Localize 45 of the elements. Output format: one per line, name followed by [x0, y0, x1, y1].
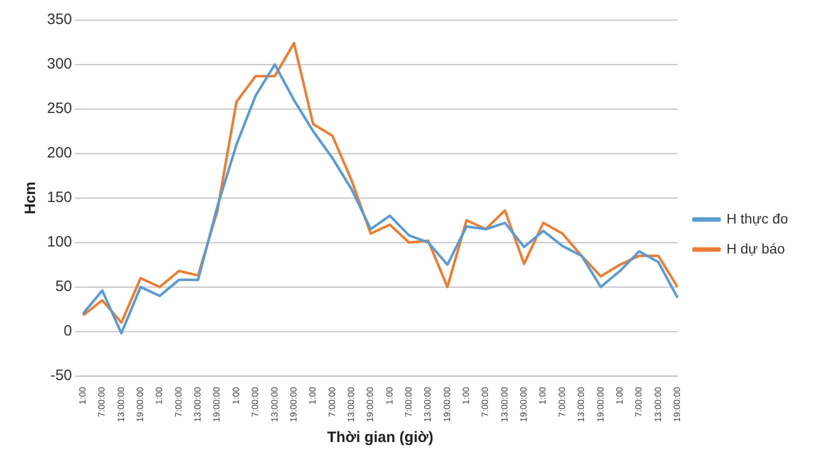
y-tick-label: 150 — [46, 189, 72, 206]
x-tick-label: 19:00:00 — [442, 386, 452, 422]
y-tick-label: 0 — [64, 322, 72, 340]
x-tick-label: 7:00:00 — [326, 386, 337, 417]
x-tick-label: 19:00:00 — [365, 386, 376, 422]
y-tick-label: 250 — [46, 100, 72, 118]
legend-label: H thực đo — [726, 210, 788, 226]
x-tick-label: 7:00:00 — [634, 386, 644, 417]
x-tick-label: 13:00:00 — [652, 386, 663, 422]
x-tick-label: 1:00 — [78, 386, 88, 404]
y-tick-label: 100 — [46, 234, 72, 251]
y-tick-label: 200 — [46, 144, 72, 162]
x-tick-label: 13:00:00 — [192, 386, 203, 422]
x-axis-title: Thời gian (giờ) — [327, 429, 434, 446]
x-tick-label: 1:00 — [230, 386, 241, 404]
x-tick-label: 1:00 — [461, 386, 472, 404]
x-tick-label: 13:00:00 — [422, 386, 433, 422]
y-tick-label: 350 — [46, 11, 72, 28]
x-tick-label: 7:00:00 — [173, 386, 184, 417]
x-tick-label: 7:00:00 — [404, 386, 414, 417]
x-tick-label: 1:00 — [308, 386, 318, 404]
x-tick-label: 13:00:00 — [346, 386, 356, 422]
x-tick-label: 1:00 — [154, 386, 164, 404]
x-tick-label: 13:00:00 — [576, 386, 586, 422]
y-axis-title: Hcm — [22, 182, 40, 214]
x-tick-label: 13:00:00 — [269, 386, 280, 422]
x-tick-label: 19:00:00 — [288, 386, 298, 422]
y-tick-label: 300 — [46, 56, 72, 73]
x-tick-label: 19:00:00 — [518, 386, 529, 422]
x-tick-label: 19:00:00 — [595, 386, 606, 422]
y-tick-label: 50 — [55, 278, 72, 296]
x-tick-label: 7:00:00 — [480, 386, 490, 417]
x-tick-label: 19:00:00 — [212, 386, 222, 422]
x-tick-label: 19:00:00 — [672, 386, 682, 422]
legend-label: H dự báo — [726, 240, 786, 256]
x-tick-label: 1:00 — [538, 386, 548, 404]
x-tick-label: 7:00:00 — [96, 386, 107, 417]
x-tick-label: 1:00 — [384, 386, 394, 404]
x-tick-label: 1:00 — [614, 386, 624, 404]
x-tick-label: 13:00:00 — [116, 386, 126, 422]
x-tick-label: 7:00:00 — [556, 386, 567, 417]
x-tick-label: 13:00:00 — [499, 386, 510, 422]
x-tick-label: 19:00:00 — [135, 386, 146, 422]
x-tick-label: 7:00:00 — [250, 386, 260, 417]
y-tick-label: -50 — [50, 367, 72, 384]
